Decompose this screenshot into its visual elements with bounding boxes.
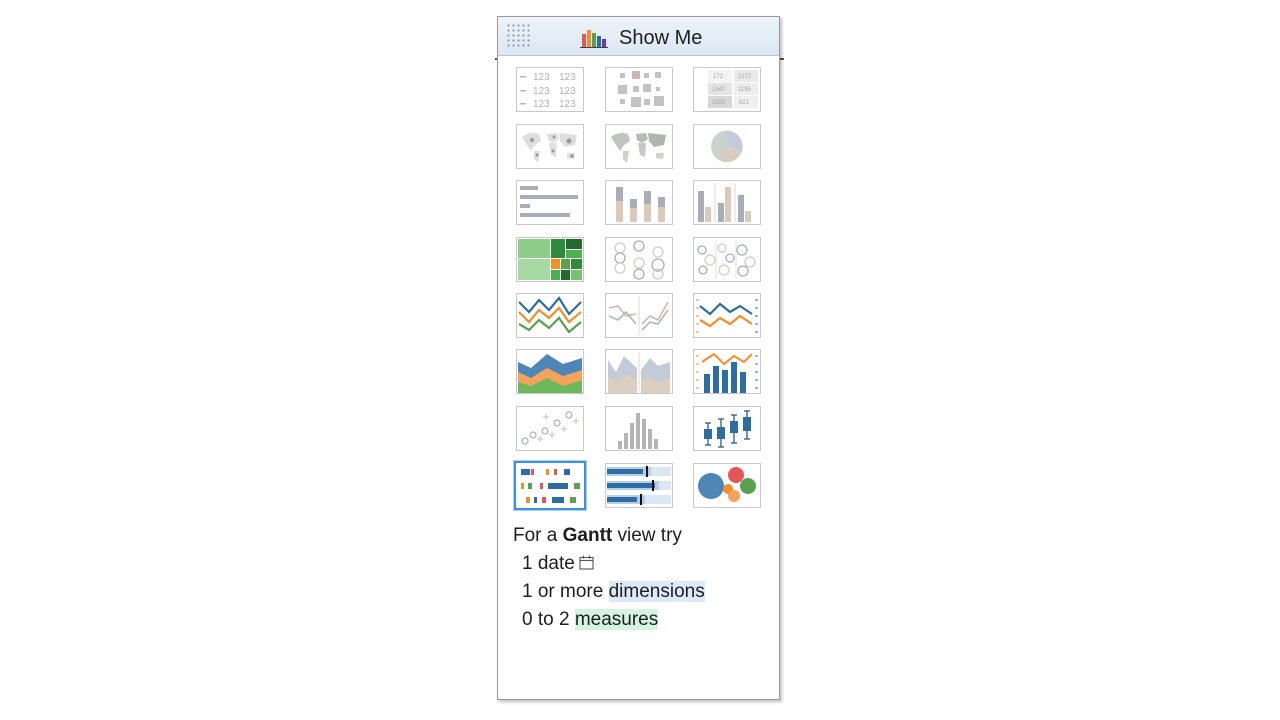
hint-chart-name: Gantt: [562, 525, 613, 546]
chart-type-bullet-graph[interactable]: [605, 463, 673, 508]
circle-views-icon: [614, 240, 665, 280]
hint-requirement-dimensions: 1 or more dimensions: [522, 581, 705, 602]
cell-value: 123: [559, 99, 576, 110]
scatter-plot-icon: [521, 411, 579, 445]
hint-area: For a Gantt view try 1 date 1 or more di…: [513, 522, 705, 634]
continuous-lines-icon: [518, 296, 582, 334]
cell-value: 2582: [712, 100, 726, 106]
cell-value: 821: [739, 100, 750, 106]
chart-type-discrete-lines[interactable]: [605, 293, 673, 338]
chart-type-pie-chart[interactable]: [693, 124, 761, 169]
cell-value: 123: [559, 86, 576, 97]
gantt-chart-icon: [521, 469, 580, 503]
divider: [495, 58, 498, 60]
treemap-icon: [518, 239, 582, 280]
drag-grip-icon[interactable]: [506, 23, 532, 49]
chart-type-area-charts-continuous[interactable]: [516, 349, 584, 394]
area-chart-continuous-icon: [518, 354, 582, 393]
highlight-table-icon: 172 1272 1547 1195 2582 821: [708, 70, 758, 108]
symbol-map-icon: [522, 133, 577, 163]
show-me-panel: Show Me 123 123 123 123 123 123: [497, 16, 780, 700]
cell-value: 123: [533, 86, 550, 97]
packed-bubbles-icon: [698, 467, 756, 502]
chart-type-continuous-lines[interactable]: [516, 293, 584, 338]
dual-lines-icon: [696, 299, 758, 333]
histogram-icon: [618, 413, 658, 449]
box-and-whisker-icon: [704, 410, 751, 448]
chart-type-text-table[interactable]: 123 123 123 123 123 123: [516, 67, 584, 112]
chart-type-side-by-side-bars[interactable]: [693, 180, 761, 225]
calendar-icon: [579, 555, 594, 570]
bar-chart-icon: [580, 30, 608, 48]
chart-type-gantt-chart[interactable]: [514, 461, 586, 510]
chart-type-area-charts-discrete[interactable]: [605, 349, 673, 394]
chart-type-heat-map[interactable]: [605, 67, 673, 112]
chart-type-dual-combination[interactable]: [693, 349, 761, 394]
divider: [780, 58, 784, 60]
horizontal-bars-icon: [520, 186, 578, 217]
cell-value: 172: [713, 74, 724, 80]
title-bar[interactable]: Show Me: [498, 17, 779, 56]
cell-value: 1272: [738, 74, 752, 80]
hint-requirement-measures: 0 to 2 measures: [522, 609, 659, 630]
pie-chart-icon: [711, 130, 743, 163]
cell-value: 1547: [712, 87, 726, 93]
chart-type-stacked-bars[interactable]: [605, 180, 673, 225]
chart-type-horizontal-bars[interactable]: [516, 180, 584, 225]
chart-type-scatter-plot[interactable]: [516, 406, 584, 451]
chart-type-side-by-side-circles[interactable]: [693, 237, 761, 282]
measures-keyword: measures: [574, 609, 659, 630]
chart-type-dual-lines[interactable]: [693, 293, 761, 338]
hint-heading: For a Gantt view try: [513, 525, 682, 546]
cell-value: 123: [559, 72, 576, 83]
cell-value: 123: [533, 99, 550, 110]
chart-type-histogram[interactable]: [605, 406, 673, 451]
chart-type-highlight-table[interactable]: 172 1272 1547 1195 2582 821: [693, 67, 761, 112]
text-table-icon: 123 123 123 123 123 123: [520, 72, 576, 110]
side-by-side-circles-icon: [697, 240, 756, 279]
bullet-graph-icon: [607, 466, 671, 505]
chart-type-packed-bubbles[interactable]: [693, 463, 761, 508]
hint-requirement-date: 1 date: [513, 550, 705, 578]
chart-type-treemap[interactable]: [516, 237, 584, 282]
chart-type-box-and-whisker[interactable]: [693, 406, 761, 451]
chart-type-symbol-map[interactable]: [516, 124, 584, 169]
dual-combination-icon: [696, 352, 758, 393]
chart-type-circle-views[interactable]: [605, 237, 673, 282]
filled-map-icon: [611, 133, 666, 163]
dimensions-keyword: dimensions: [608, 581, 705, 602]
cell-value: 1195: [738, 87, 752, 93]
cell-value: 123: [533, 72, 550, 83]
side-by-side-bars-icon: [698, 183, 751, 222]
chart-type-filled-map[interactable]: [605, 124, 673, 169]
panel-title: Show Me: [619, 27, 703, 49]
area-chart-discrete-icon: [608, 352, 670, 393]
stacked-bars-icon: [616, 187, 665, 222]
heat-map-icon: [618, 71, 664, 107]
discrete-lines-icon: [608, 296, 669, 335]
